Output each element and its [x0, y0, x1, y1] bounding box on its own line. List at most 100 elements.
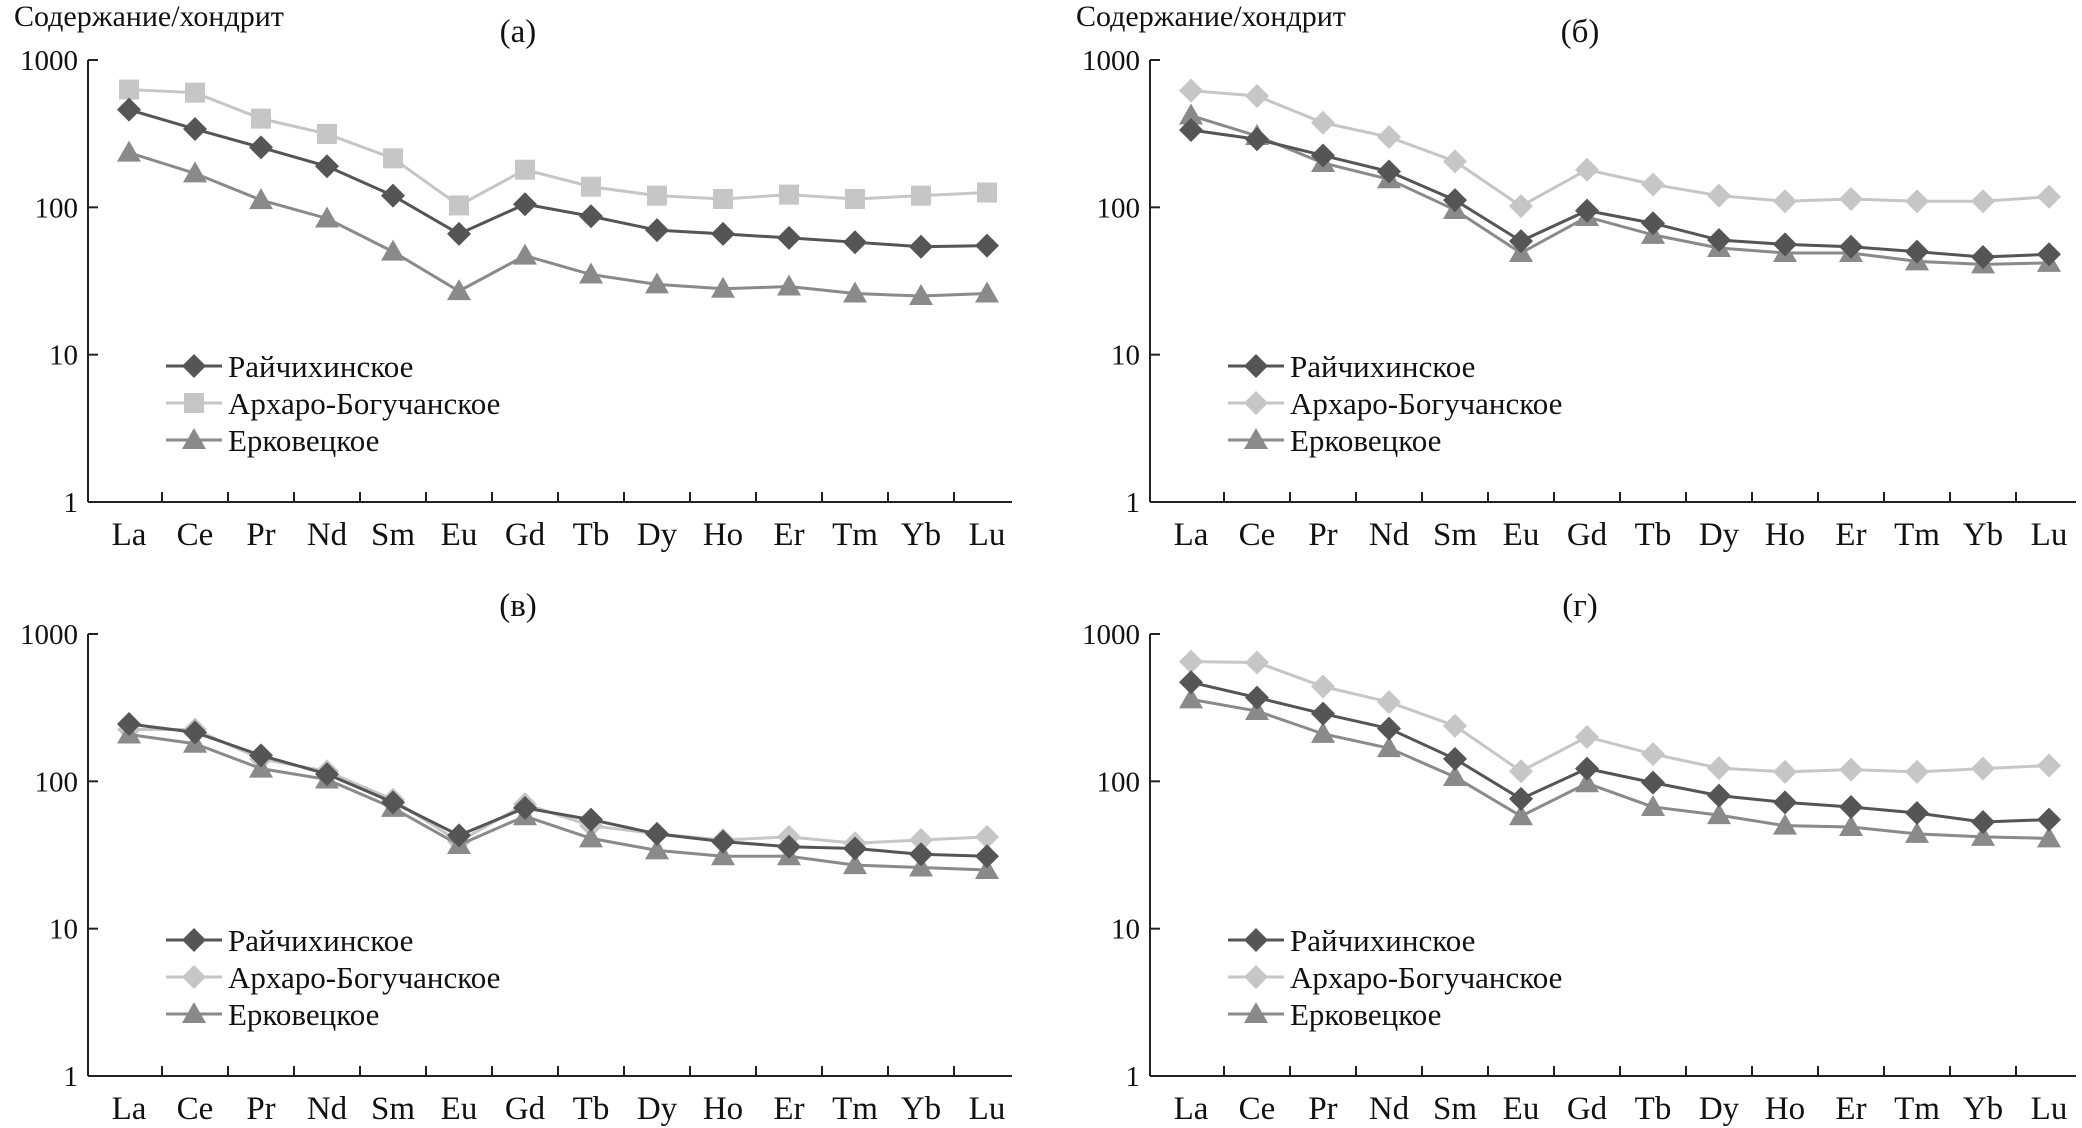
data-point-Tb [579, 204, 603, 229]
x-tick-label-Er: Er [773, 1091, 804, 1127]
series-line [1190, 680, 2050, 824]
x-tick-label-Ce: Ce [177, 517, 214, 553]
x-tick-label-Tm: Tm [1894, 517, 1940, 553]
x-tick-label-Tm: Tm [832, 1091, 878, 1127]
data-point-La [117, 140, 141, 162]
x-tick-label-La: La [1174, 1091, 1209, 1127]
panel-0: 1 10 100 1000 La Ce Pr Nd Sm Eu Gd Tb Dy Ho Er Tm Yb Lu (а… [14, 0, 1012, 553]
data-point-Dy [645, 838, 669, 860]
data-point-Eu [447, 279, 471, 301]
data-point-Yb [1971, 756, 1995, 781]
x-tick-label-Lu: Lu [2031, 517, 2068, 553]
data-point-Lu [2037, 826, 2061, 848]
data-point-Er [1839, 794, 1863, 819]
data-point-Tb [1641, 794, 1665, 816]
x-tick-label-Tb: Tb [1635, 1091, 1672, 1127]
x-tick-label-Dy: Dy [1699, 517, 1740, 553]
legend-label: Райчихинское [228, 349, 413, 384]
x-tick-label-Tb: Tb [1635, 517, 1672, 553]
data-point-La [1179, 687, 1203, 709]
series-line [1190, 697, 2050, 840]
x-tick-label-Tm: Tm [1894, 1091, 1940, 1127]
x-tick-label-Pr: Pr [1308, 1091, 1337, 1127]
data-point-Eu [1509, 194, 1533, 219]
x-tick-label-Sm: Sm [1433, 517, 1477, 553]
data-point-Yb [909, 234, 933, 259]
data-point-Sm [1443, 149, 1467, 174]
x-tick-label-Er: Er [773, 517, 804, 553]
data-point-Eu [449, 195, 469, 216]
data-point-Ce [183, 161, 207, 183]
data-point-La [117, 97, 141, 122]
series-2 [117, 140, 999, 306]
data-point-Yb [909, 284, 933, 306]
data-point-Sm [1443, 765, 1467, 787]
legend-marker [182, 354, 206, 378]
legend-marker [1244, 1002, 1268, 1023]
data-point-Ce [183, 720, 207, 745]
x-tick-label-Dy: Dy [1699, 1091, 1740, 1127]
data-point-Tm [843, 281, 867, 303]
x-tick-label-Eu: Eu [1503, 1091, 1540, 1127]
x-tick-label-Nd: Nd [307, 517, 348, 553]
x-tick-label-Dy: Dy [637, 517, 678, 553]
y-tick-label: 1000 [20, 619, 78, 651]
x-tick-label-Nd: Nd [307, 1091, 348, 1127]
data-point-Dy [1707, 228, 1731, 253]
series-2 [1179, 103, 2061, 274]
data-point-Ce [1245, 83, 1269, 108]
x-tick-label-Ho: Ho [703, 1091, 743, 1127]
data-point-La [1179, 103, 1203, 125]
panel-3: 1 10 100 1000 La Ce Pr Nd Sm Eu Gd Tb Dy Ho Er Tm Yb Lu (г… [1082, 588, 2076, 1127]
legend-marker [182, 428, 206, 449]
data-point-Ho [1773, 232, 1797, 257]
legend-label: Райчихинское [1290, 923, 1475, 958]
data-point-Gd [1575, 724, 1599, 749]
data-point-Sm [381, 183, 405, 208]
data-point-La [1179, 78, 1203, 103]
data-point-Nd [1377, 690, 1401, 715]
series-1 [119, 79, 997, 216]
data-point-Yb [1971, 245, 1995, 270]
data-point-Tm [1905, 759, 1929, 784]
data-point-Pr [251, 108, 271, 129]
data-point-Ce [1245, 685, 1269, 710]
panel-title: (в) [499, 588, 537, 624]
data-point-Lu [975, 281, 999, 303]
y-axis-label: Содержание/хондрит [1076, 0, 1346, 33]
data-point-Ho [1773, 790, 1797, 815]
legend-label: Райчихинское [1290, 349, 1475, 384]
x-tick-label-Gd: Gd [1567, 1091, 1608, 1127]
x-tick-label-Gd: Gd [505, 517, 546, 553]
data-point-Sm [1443, 713, 1467, 738]
y-tick-label: 1 [1126, 1061, 1141, 1093]
y-tick-label: 1000 [1082, 45, 1140, 77]
data-point-Yb [911, 185, 931, 206]
data-point-La [1179, 649, 1203, 674]
data-point-Nd [315, 206, 339, 228]
data-point-Dy [1707, 783, 1731, 808]
x-tick-label-Tb: Tb [573, 517, 610, 553]
data-point-Tm [843, 836, 867, 861]
legend-marker [184, 393, 204, 413]
x-tick-label-Dy: Dy [637, 1091, 678, 1127]
data-point-Sm [383, 148, 403, 169]
data-point-Sm [1443, 188, 1467, 213]
data-point-Lu [975, 824, 999, 849]
data-point-Tm [1905, 189, 1929, 214]
x-tick-label-Nd: Nd [1369, 517, 1410, 553]
x-tick-label-Gd: Gd [1567, 517, 1608, 553]
legend-marker [1244, 391, 1268, 415]
data-point-Nd [317, 123, 337, 144]
x-tick-label-Ce: Ce [177, 1091, 214, 1127]
series-1 [1179, 649, 2061, 784]
data-point-Tm [1905, 239, 1929, 264]
data-point-Eu [1509, 804, 1533, 826]
y-tick-label: 1000 [1082, 619, 1140, 651]
data-point-Ho [711, 221, 735, 246]
y-tick-label: 100 [1097, 192, 1141, 224]
y-tick-label: 100 [35, 192, 79, 224]
data-point-Tb [1641, 742, 1665, 767]
